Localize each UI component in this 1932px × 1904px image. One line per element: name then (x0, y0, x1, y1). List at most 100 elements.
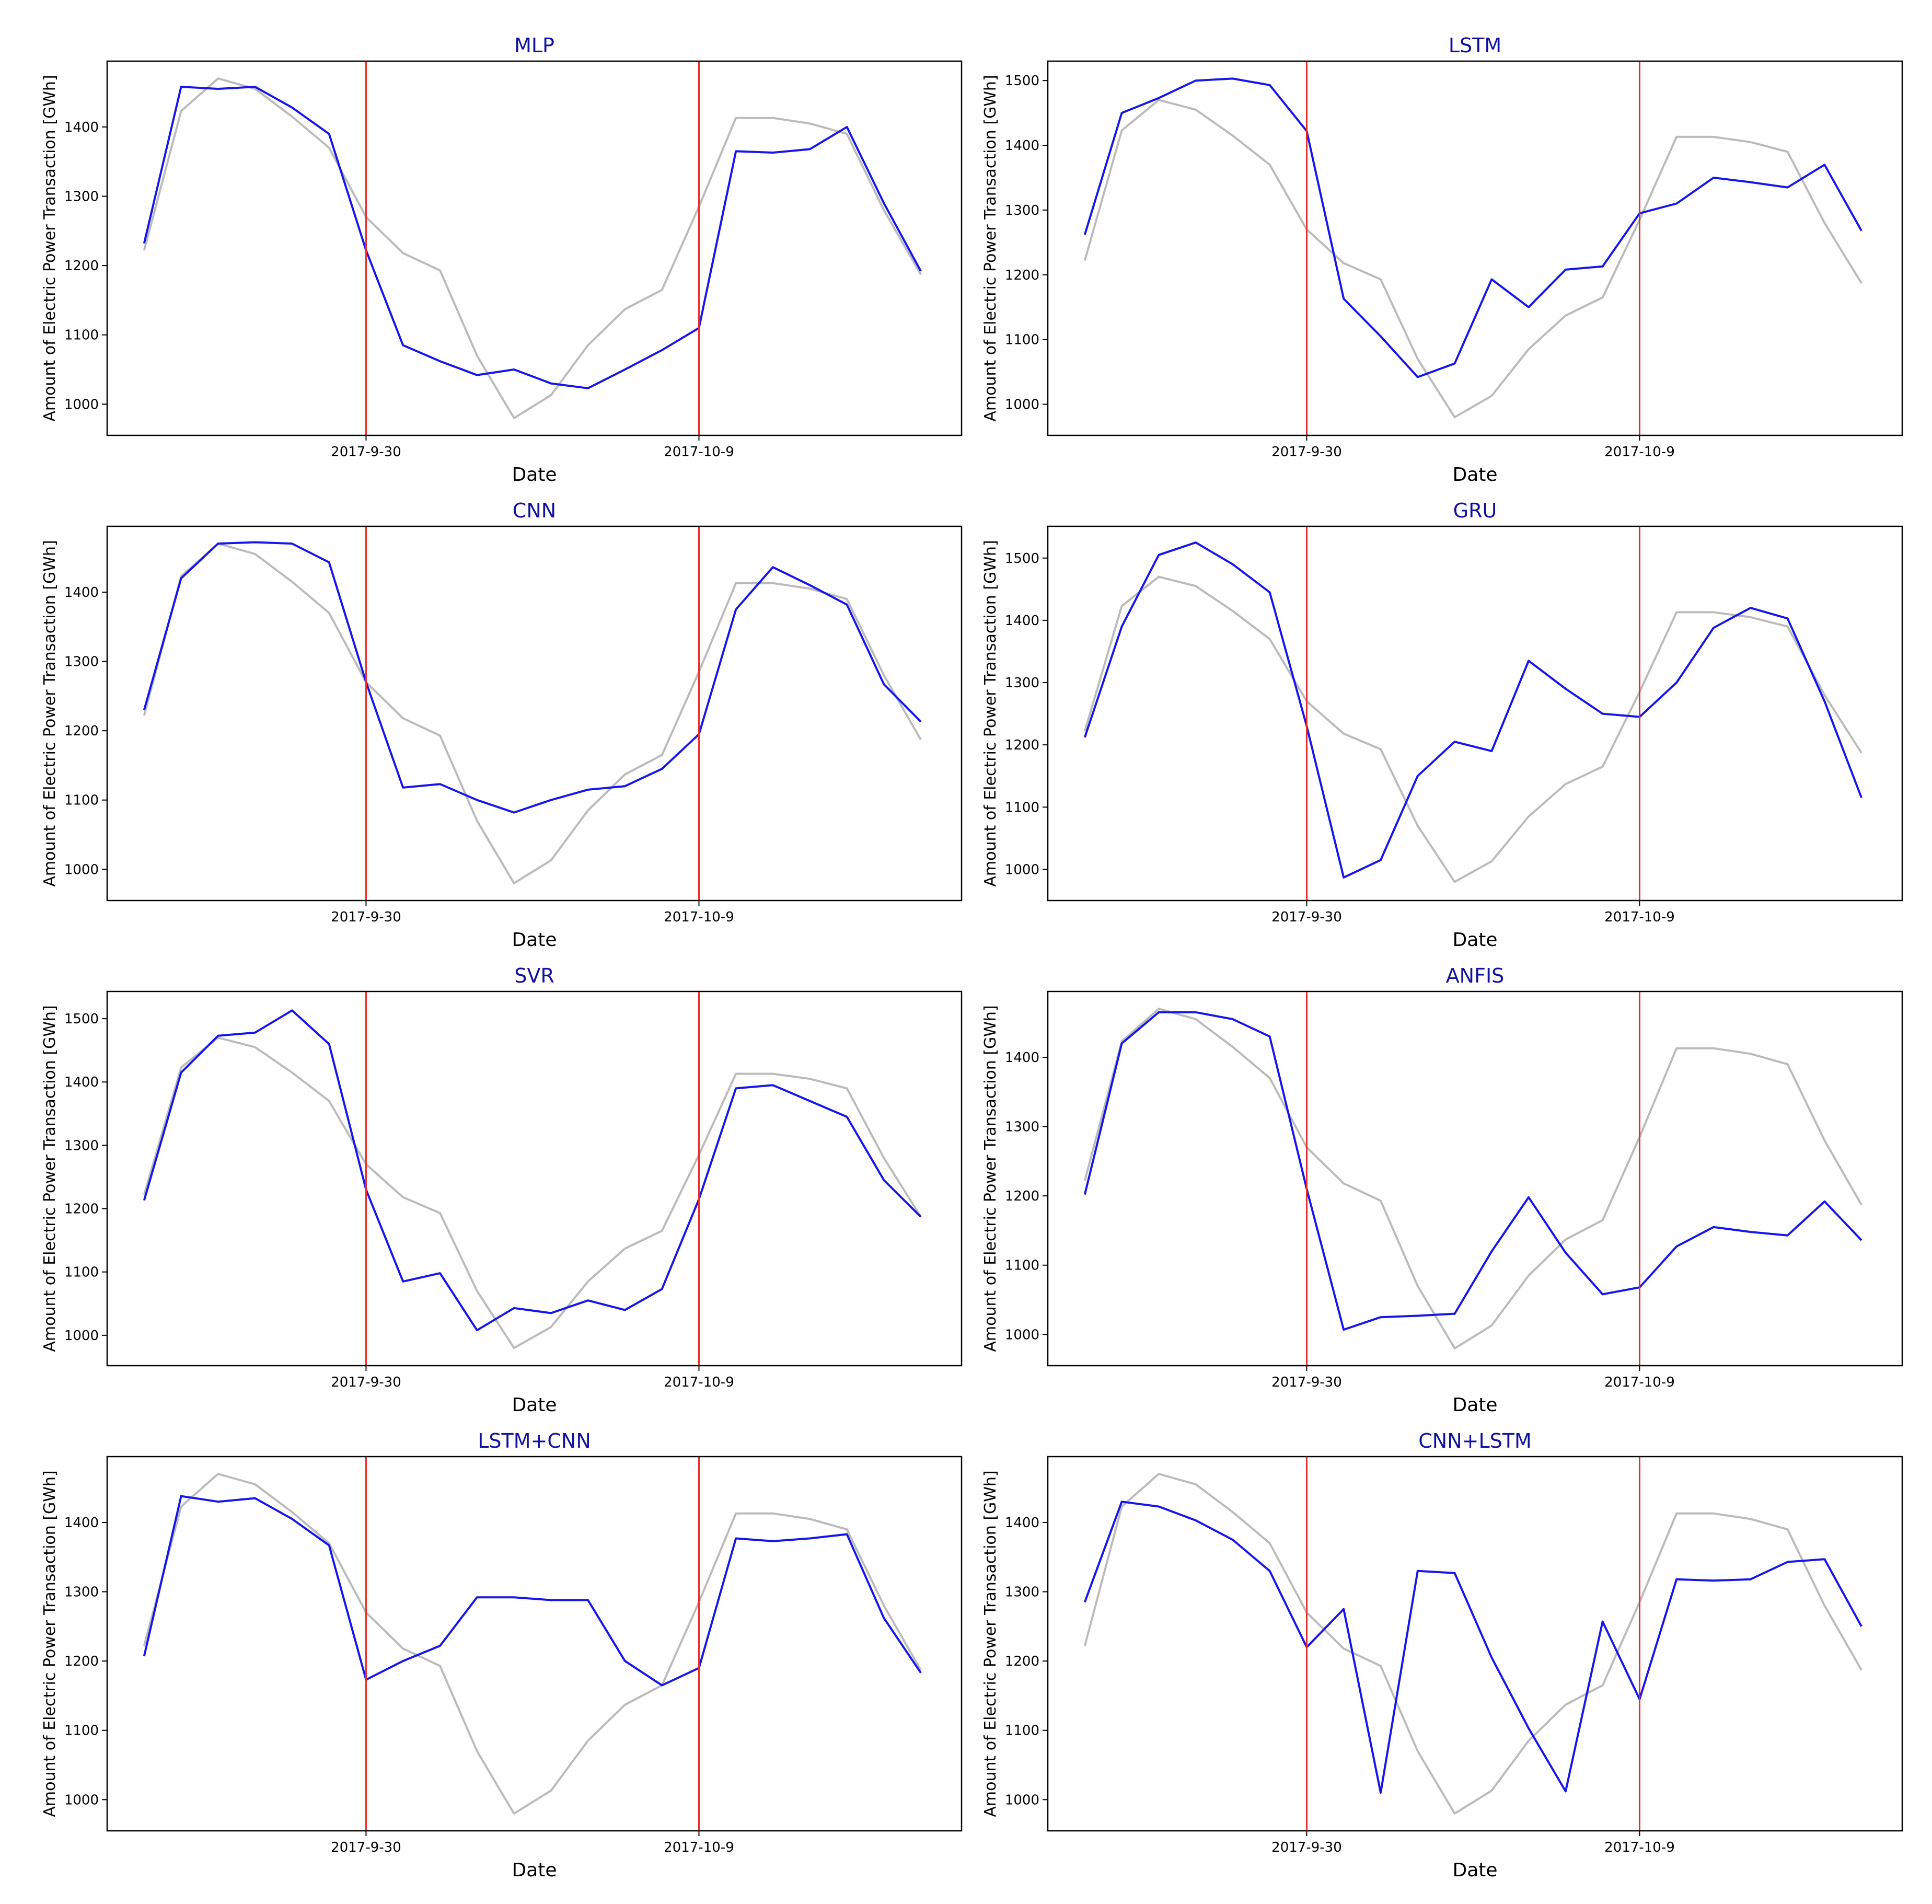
x-tick-label: 2017-9-30 (1271, 1840, 1342, 1855)
series-line-predicted (143, 1009, 922, 1332)
chart-cnn-lstm: CNN+LSTM 1000 1100 1200 1300 1400 2017-9-30 201… (981, 1429, 1903, 1881)
x-tick-label: 2017-9-30 (1271, 909, 1342, 925)
y-tick-label: 1000 (64, 1792, 99, 1808)
x-axis-label: Date (1452, 1860, 1497, 1881)
plot-frame (106, 1456, 963, 1832)
y-tick-label: 1200 (1005, 268, 1039, 283)
series-line-predicted (1083, 77, 1862, 378)
y-tick-label: 1300 (64, 654, 99, 670)
panel-anfis: ANFIS 1000 1100 1200 1300 1400 2017-9-30 2017-1… (941, 930, 1903, 1416)
y-tick-label: 1100 (64, 793, 99, 809)
series-line-predicted (1083, 1011, 1862, 1331)
x-tick-label: 2017-10-9 (664, 444, 734, 460)
y-axis-label: Amount of Electric Power Transaction [GW… (981, 1005, 1000, 1352)
y-tick-label: 1200 (64, 258, 99, 274)
y-tick-label: 1400 (1005, 613, 1039, 629)
y-tick-label: 1500 (1005, 551, 1039, 567)
y-tick-label: 1100 (64, 1265, 99, 1280)
series-group (143, 1009, 922, 1349)
y-tick-label: 1000 (1005, 1327, 1039, 1343)
y-tick-label: 1100 (64, 1723, 99, 1739)
y-tick-label: 1200 (1005, 1654, 1039, 1669)
chart-lstm-cnn: LSTM+CNN 1000 1100 1200 1300 1400 2017-9-30 201… (41, 1429, 963, 1881)
panel-gru: GRU 1000 1100 1200 1300 1400 1500 2017-9-30 2017… (941, 465, 1903, 951)
y-tick-label: 1100 (1005, 332, 1039, 348)
plot-frame (1047, 60, 1903, 436)
y-tick-label: 1000 (1005, 1792, 1039, 1808)
plot-frame (1047, 990, 1903, 1367)
panel-cnn-lstm: CNN+LSTM 1000 1100 1200 1300 1400 2017-9-30 201… (941, 1395, 1903, 1881)
y-tick-label: 1500 (64, 1011, 99, 1027)
series-line-actual (1083, 1008, 1862, 1349)
plot-frame (1047, 525, 1903, 902)
y-tick-label: 1300 (64, 1138, 99, 1153)
chart-title: MLP (514, 34, 554, 57)
chart-title: LSTM (1449, 34, 1501, 57)
x-tick-label: 2017-9-30 (331, 909, 401, 925)
series-group (143, 541, 922, 884)
series-group (143, 77, 922, 419)
y-tick-label: 1400 (64, 1515, 99, 1531)
y-tick-label: 1400 (1005, 1515, 1039, 1531)
x-axis-label: Date (512, 929, 557, 951)
plot-frame (106, 60, 963, 436)
series-line-actual (143, 77, 922, 419)
series-group (1083, 541, 1862, 883)
series-line-predicted (143, 541, 922, 814)
plot-frame (106, 525, 963, 902)
y-tick-label: 1300 (64, 1585, 99, 1600)
chart-title: SVR (514, 964, 554, 987)
y-tick-label: 1300 (1005, 203, 1039, 218)
series-line-actual (1083, 99, 1862, 419)
y-tick-label: 1000 (64, 862, 99, 878)
chart-title: CNN (513, 499, 556, 522)
y-axis-label: Amount of Electric Power Transaction [GW… (981, 1470, 1000, 1817)
x-tick-label: 2017-10-9 (1604, 1840, 1675, 1855)
y-axis-label: Amount of Electric Power Transaction [GW… (981, 540, 1000, 886)
y-tick-label: 1400 (64, 1075, 99, 1090)
x-tick-label: 2017-9-30 (331, 1375, 401, 1390)
y-tick-label: 1400 (1005, 138, 1039, 154)
y-tick-label: 1000 (1005, 397, 1039, 413)
x-tick-label: 2017-10-9 (664, 909, 734, 925)
x-tick-label: 2017-9-30 (1271, 444, 1342, 460)
panel-lstm-cnn: LSTM+CNN 1000 1100 1200 1300 1400 2017-9-30 201… (0, 1395, 963, 1881)
y-tick-label: 1300 (64, 189, 99, 205)
x-tick-label: 2017-10-9 (1604, 909, 1675, 925)
y-tick-label: 1200 (64, 1202, 99, 1217)
x-tick-label: 2017-10-9 (664, 1840, 734, 1855)
chart-anfis: ANFIS 1000 1100 1200 1300 1400 2017-9-30 2017-1… (981, 964, 1903, 1416)
series-line-actual (1083, 575, 1862, 883)
series-line-actual (143, 543, 922, 884)
x-axis-label: Date (1452, 464, 1497, 486)
y-tick-label: 1100 (1005, 800, 1039, 815)
x-tick-label: 2017-9-30 (1271, 1375, 1342, 1390)
chart-cnn: CNN 1000 1100 1200 1300 1400 2017-9-30 2017-10-… (41, 499, 963, 951)
x-tick-label: 2017-10-9 (1604, 444, 1675, 460)
y-tick-label: 1300 (1005, 675, 1039, 691)
y-tick-label: 1000 (64, 1328, 99, 1344)
y-axis-label: Amount of Electric Power Transaction [GW… (41, 75, 59, 421)
panel-lstm: LSTM 1000 1100 1200 1300 1400 1500 2017-9-30 201… (941, 0, 1903, 486)
y-tick-label: 1300 (1005, 1585, 1039, 1600)
y-tick-label: 1400 (1005, 1050, 1039, 1066)
chart-title: CNN+LSTM (1418, 1429, 1532, 1452)
x-axis-label: Date (512, 464, 557, 486)
x-tick-label: 2017-10-9 (1604, 1375, 1675, 1390)
y-tick-label: 1200 (1005, 737, 1039, 753)
plot-frame (1047, 1456, 1903, 1832)
series-line-predicted (143, 1495, 922, 1687)
y-tick-label: 1400 (64, 585, 99, 601)
chart-title: LSTM+CNN (478, 1429, 591, 1452)
y-tick-label: 1100 (1005, 1723, 1039, 1739)
series-line-actual (143, 1473, 922, 1815)
y-tick-label: 1300 (1005, 1120, 1039, 1135)
x-axis-label: Date (512, 1394, 557, 1416)
series-line-predicted (143, 86, 922, 389)
series-line-predicted (1083, 1501, 1862, 1794)
y-tick-label: 1000 (64, 397, 99, 412)
chart-lstm: LSTM 1000 1100 1200 1300 1400 1500 2017-9-30 201… (981, 34, 1903, 486)
series-group (143, 1473, 922, 1815)
x-tick-label: 2017-10-9 (664, 1375, 734, 1390)
